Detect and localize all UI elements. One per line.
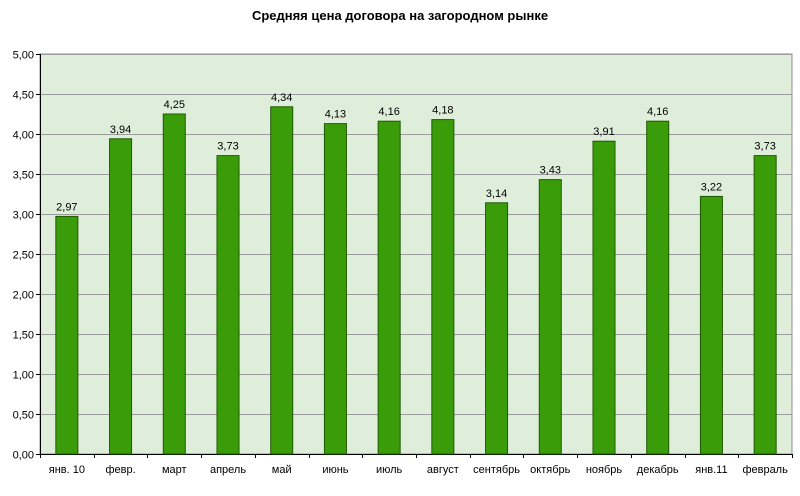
category-label: апрель	[210, 464, 246, 476]
category-label: декабрь	[637, 464, 679, 476]
y-tick-label: 0,50	[13, 410, 34, 422]
category-label: июнь	[322, 464, 348, 476]
category-label: февраль	[742, 464, 788, 476]
category-label: сентябрь	[473, 464, 520, 476]
bar	[753, 155, 777, 455]
data-label: 3,22	[701, 181, 722, 193]
bar	[109, 138, 133, 455]
data-label: 4,16	[647, 106, 668, 118]
data-label: 3,94	[110, 124, 131, 136]
bars	[55, 106, 777, 455]
chart-title: Средняя цена договора на загородном рынк…	[251, 8, 549, 23]
data-label: 3,73	[754, 141, 775, 153]
category-label: июль	[376, 464, 403, 476]
category-label: янв.11	[695, 464, 727, 476]
y-tick-label: 4,50	[13, 90, 34, 102]
bar	[431, 119, 455, 455]
bar	[699, 195, 723, 455]
bar	[162, 113, 186, 455]
category-label: февр.	[105, 464, 135, 476]
bar	[646, 120, 670, 455]
category-label: ноябрь	[586, 464, 623, 476]
data-label: 4,16	[378, 106, 399, 118]
bar	[323, 123, 347, 455]
category-label: март	[162, 464, 187, 476]
category-label: август	[427, 464, 459, 476]
data-label: 2,97	[56, 201, 77, 213]
bar	[216, 155, 240, 455]
data-label: 4,25	[164, 99, 185, 111]
bar	[377, 120, 401, 455]
category-label: янв. 10	[49, 464, 85, 476]
bar	[538, 179, 562, 455]
bar	[270, 106, 294, 455]
y-tick-label: 1,00	[13, 370, 34, 382]
y-tick-label: 5,00	[13, 50, 34, 62]
y-tick-label: 2,50	[13, 250, 34, 262]
y-tick-label: 0,00	[13, 450, 34, 462]
bar	[55, 215, 79, 455]
data-label: 4,34	[271, 92, 292, 104]
data-label: 3,14	[486, 188, 507, 200]
y-tick-label: 4,00	[13, 130, 34, 142]
y-tick-label: 1,50	[13, 330, 34, 342]
data-label: 4,18	[432, 105, 453, 117]
bar	[592, 140, 616, 455]
y-tick-label: 2,00	[13, 290, 34, 302]
category-label: октябрь	[530, 464, 570, 476]
data-label: 3,73	[217, 141, 238, 153]
bar	[485, 202, 509, 455]
category-label: май	[272, 464, 292, 476]
data-label: 3,91	[593, 126, 614, 138]
data-label: 3,43	[540, 165, 561, 177]
labels: 0,00 0,50 1,00 1,50 2,00 2,50 3,00 3,50 4,00 4,50…	[13, 50, 789, 477]
y-tick-label: 3,50	[13, 170, 34, 182]
data-label: 4,13	[325, 109, 346, 121]
y-tick-label: 3,00	[13, 210, 34, 222]
